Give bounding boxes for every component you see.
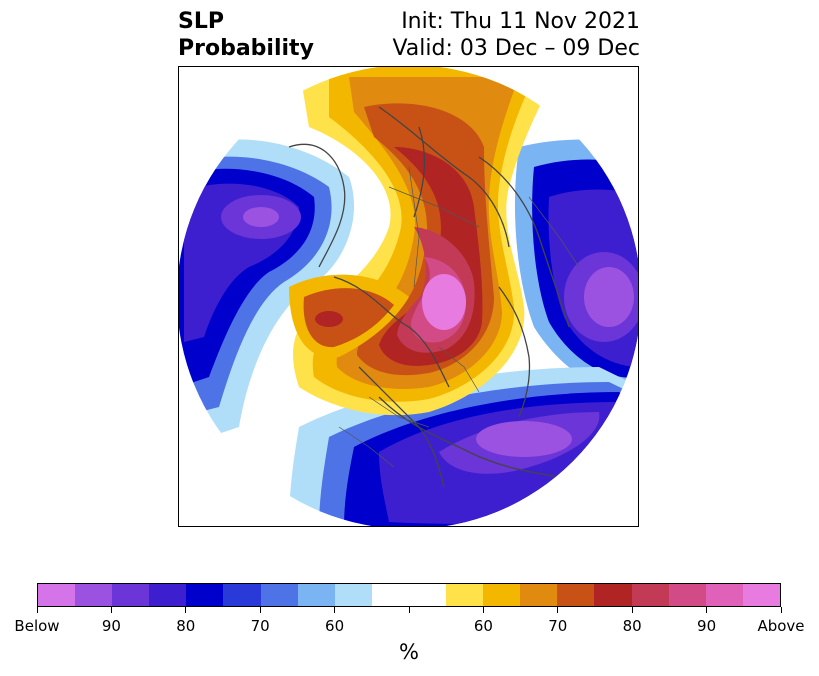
colorbar-segment bbox=[742, 584, 780, 606]
colorbar-tick-label: 60 bbox=[473, 617, 493, 635]
colorbar-tick-label: 60 bbox=[325, 617, 345, 635]
colorbar-segment bbox=[334, 584, 372, 606]
colorbar-tick-label: Below bbox=[14, 617, 60, 635]
colorbar-tick bbox=[110, 607, 112, 613]
colorbar-segment bbox=[668, 584, 706, 606]
colorbar-segment bbox=[520, 584, 558, 606]
colorbar-tick bbox=[334, 607, 336, 613]
colorbar-tick bbox=[36, 607, 38, 613]
colorbar-segment bbox=[75, 584, 113, 606]
colorbar-segment bbox=[260, 584, 298, 606]
colorbar-segment bbox=[112, 584, 150, 606]
coastlines bbox=[288, 106, 570, 488]
colorbar-segment bbox=[557, 584, 595, 606]
colorbar-segment bbox=[408, 584, 447, 606]
colorbar-tick-label: 90 bbox=[101, 617, 121, 635]
colorbar-tick bbox=[408, 607, 410, 613]
polar-map-svg bbox=[179, 67, 638, 526]
colorbar-segment bbox=[297, 584, 335, 606]
valid-range: Valid: 03 Dec – 09 Dec bbox=[392, 36, 640, 61]
pacific-below-region bbox=[179, 139, 355, 447]
title-metric: Probability bbox=[178, 36, 314, 61]
colorbar-segment bbox=[446, 584, 484, 606]
title-right: Init: Thu 11 Nov 2021 Valid: 03 Dec – 09… bbox=[392, 8, 640, 62]
colorbar-segment bbox=[594, 584, 632, 606]
colorbar-segment bbox=[149, 584, 187, 606]
colorbar-segment bbox=[483, 584, 521, 606]
colorbar-tick bbox=[482, 607, 484, 613]
colorbar bbox=[37, 583, 781, 607]
colorbar-tick bbox=[557, 607, 559, 613]
colorbar-tick-label: 80 bbox=[622, 617, 642, 635]
colorbar-segment bbox=[38, 584, 76, 606]
colorbar-tick-label: 80 bbox=[176, 617, 196, 635]
borders bbox=[338, 166, 580, 468]
colorbar-tick-label: 70 bbox=[548, 617, 568, 635]
colorbar-tick bbox=[706, 607, 708, 613]
title-left: SLP Probability bbox=[178, 8, 314, 62]
colorbar-segment bbox=[705, 584, 743, 606]
colorbar-tick-label: Above bbox=[757, 617, 805, 635]
colorbar-segment bbox=[631, 584, 669, 606]
colorbar-segment bbox=[223, 584, 261, 606]
probability-map bbox=[178, 66, 639, 527]
unit-label: % bbox=[399, 640, 419, 664]
colorbar-segment bbox=[186, 584, 224, 606]
colorbar-tick-label: 70 bbox=[250, 617, 270, 635]
colorbar-tick bbox=[185, 607, 187, 613]
colorbar-tick bbox=[780, 607, 782, 613]
colorbar-tick bbox=[259, 607, 261, 613]
init-date: Init: Thu 11 Nov 2021 bbox=[401, 9, 640, 34]
europe-above-region bbox=[289, 274, 409, 358]
colorbar-segment bbox=[371, 584, 409, 606]
title-variable: SLP bbox=[178, 9, 224, 34]
colorbar-tick bbox=[631, 607, 633, 613]
colorbar-tick-label: 90 bbox=[697, 617, 717, 635]
